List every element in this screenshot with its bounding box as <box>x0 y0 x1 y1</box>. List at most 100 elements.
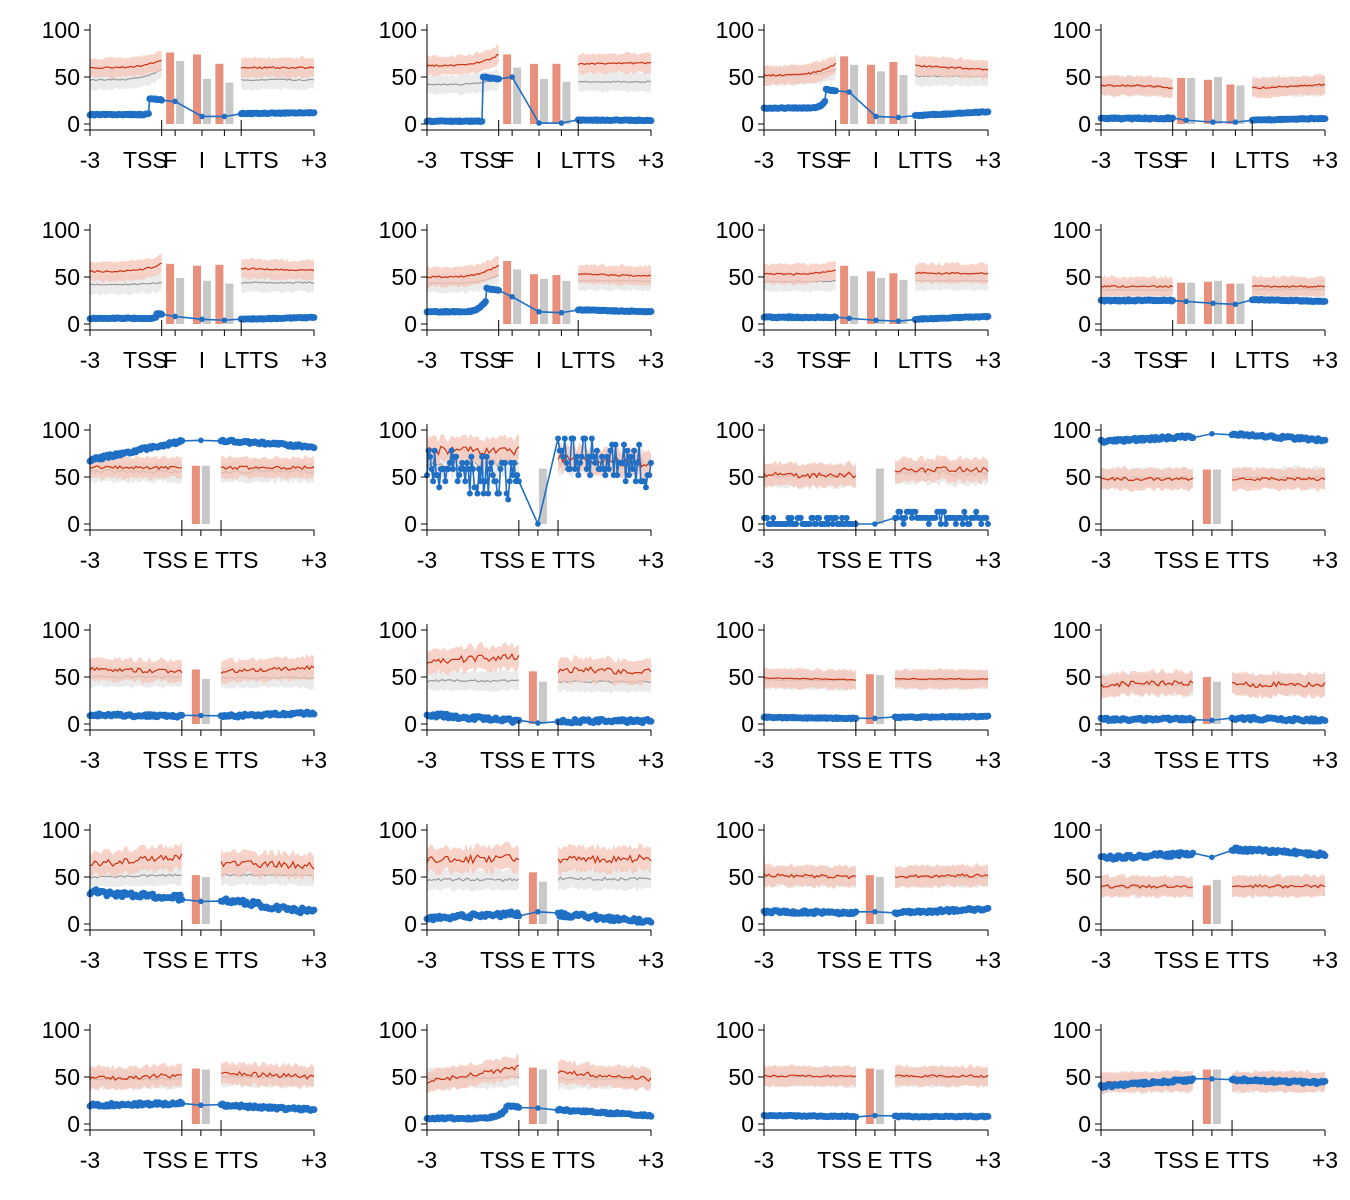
y-tick-label: 0 <box>741 711 754 737</box>
x-tick-label: +3 <box>975 1147 1001 1173</box>
level-point <box>1169 114 1177 122</box>
level-point <box>793 521 800 527</box>
level-point <box>925 521 932 527</box>
high-bar-I <box>1204 79 1212 124</box>
x-tick-label: -3 <box>417 947 437 973</box>
level-point <box>476 466 483 473</box>
level-point <box>770 514 777 521</box>
level-point-F <box>846 89 852 95</box>
high-line-post <box>577 61 652 66</box>
x-tick-label: TSS <box>143 747 188 773</box>
level-point <box>583 466 590 473</box>
level-point <box>590 453 597 460</box>
chart-panel-r6c2: 0 50 100 -3 TSS E TTS +3 <box>379 1017 664 1173</box>
y-tick-label: 0 <box>67 911 80 937</box>
y-tick-label: 0 <box>1078 311 1091 337</box>
y-tick-label: 100 <box>42 417 80 443</box>
level-point-I <box>536 308 542 315</box>
y-tick-label: 0 <box>404 911 417 937</box>
level-point <box>908 514 915 521</box>
base-bar-I <box>1214 280 1222 324</box>
x-tick-label: +3 <box>1312 947 1338 973</box>
base-bar-E <box>538 881 547 924</box>
level-point <box>631 447 638 454</box>
high-line-post <box>894 1074 989 1078</box>
level-point <box>1189 434 1197 442</box>
y-tick-label: 50 <box>728 1064 754 1090</box>
level-point <box>852 1113 860 1121</box>
high-line-pre <box>89 1073 182 1081</box>
level-point <box>619 459 626 466</box>
high-line-pre <box>426 652 520 664</box>
level-point <box>1321 297 1329 305</box>
level-point <box>462 478 469 485</box>
x-tick-label: -3 <box>417 147 437 173</box>
base-bar-F <box>176 61 185 124</box>
base-bar-L <box>899 75 908 124</box>
level-point-E <box>198 712 204 719</box>
high-bar-E <box>191 669 200 724</box>
x-tick-label: +3 <box>638 947 664 973</box>
level-point <box>829 521 836 527</box>
y-tick-label: 0 <box>1078 1111 1091 1137</box>
level-point <box>456 472 463 479</box>
level-point-E <box>1209 1076 1215 1082</box>
x-tick-label: TSS <box>817 547 862 573</box>
high-bar-E <box>1202 885 1211 924</box>
chart-panel-r3c4: 0 50 100 -3 TSS E TTS +3 <box>1053 417 1338 573</box>
level-point <box>178 896 186 903</box>
x-tick-label: -3 <box>1091 747 1111 773</box>
level-point <box>566 466 573 473</box>
level-point <box>627 453 634 460</box>
y-tick-label: 50 <box>391 64 417 90</box>
level-point <box>515 478 522 485</box>
high-line-post <box>1252 284 1326 288</box>
x-tick-label: +3 <box>975 147 1001 173</box>
level-point-L <box>1232 119 1239 125</box>
high-line-pre <box>1100 284 1174 288</box>
high-line-post <box>220 665 315 674</box>
x-tick-label: +3 <box>638 747 664 773</box>
high-bar-E <box>191 1068 200 1124</box>
level-point <box>485 490 492 497</box>
x-tick-label: E <box>530 947 545 973</box>
level-point <box>505 496 512 503</box>
high-line-pre <box>763 269 836 276</box>
chart-panel-r4c4: 0 50 100 -3 TSS E TTS +3 <box>1053 617 1338 773</box>
base-bar-E <box>1212 879 1221 924</box>
x-tick-label: TSS <box>123 147 168 173</box>
high-line-post <box>241 66 315 70</box>
x-tick-label: I <box>536 147 542 173</box>
high-line-post <box>557 666 652 675</box>
y-tick-label: 100 <box>1053 817 1091 843</box>
high-line-post <box>1232 476 1326 482</box>
level-point <box>558 447 565 454</box>
level-point <box>813 521 820 527</box>
level-point <box>310 710 318 718</box>
x-tick-label: E <box>530 747 545 773</box>
high-line-pre <box>763 873 856 880</box>
x-tick-label: +3 <box>1312 347 1338 373</box>
level-point <box>578 453 585 460</box>
level-point <box>489 472 496 479</box>
y-tick-label: 50 <box>54 264 80 290</box>
x-tick-label: -3 <box>754 547 774 573</box>
base-bar-E <box>1212 681 1221 724</box>
x-tick-label: TTS <box>1246 147 1289 173</box>
high-band-pre <box>427 841 519 876</box>
level-point <box>788 514 795 521</box>
high-band-pre <box>90 841 182 879</box>
x-tick-label: TSS <box>817 947 862 973</box>
high-band-post <box>1232 873 1325 900</box>
y-tick-label: 100 <box>42 817 80 843</box>
chart-panel-r6c4: 0 50 100 -3 TSS E TTS +3 <box>1053 1017 1338 1173</box>
high-line-post <box>557 1070 652 1082</box>
y-tick-label: 0 <box>67 711 80 737</box>
level-point <box>626 472 633 479</box>
level-point <box>431 447 438 454</box>
high-bar-I <box>867 64 875 124</box>
high-band-pre <box>427 255 499 289</box>
x-tick-label: L <box>898 347 911 373</box>
x-tick-label: -3 <box>417 747 437 773</box>
